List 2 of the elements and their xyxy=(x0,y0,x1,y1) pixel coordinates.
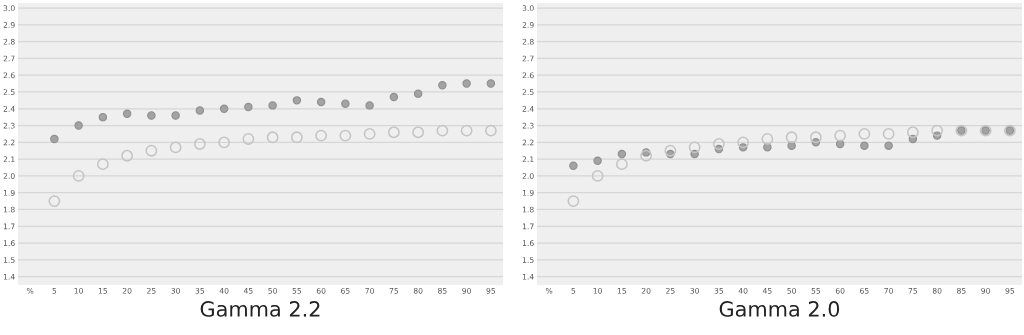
x-axis-title: Gamma 2.2 xyxy=(200,301,320,317)
x-axis-title: Gamma 2.0 xyxy=(719,301,840,317)
